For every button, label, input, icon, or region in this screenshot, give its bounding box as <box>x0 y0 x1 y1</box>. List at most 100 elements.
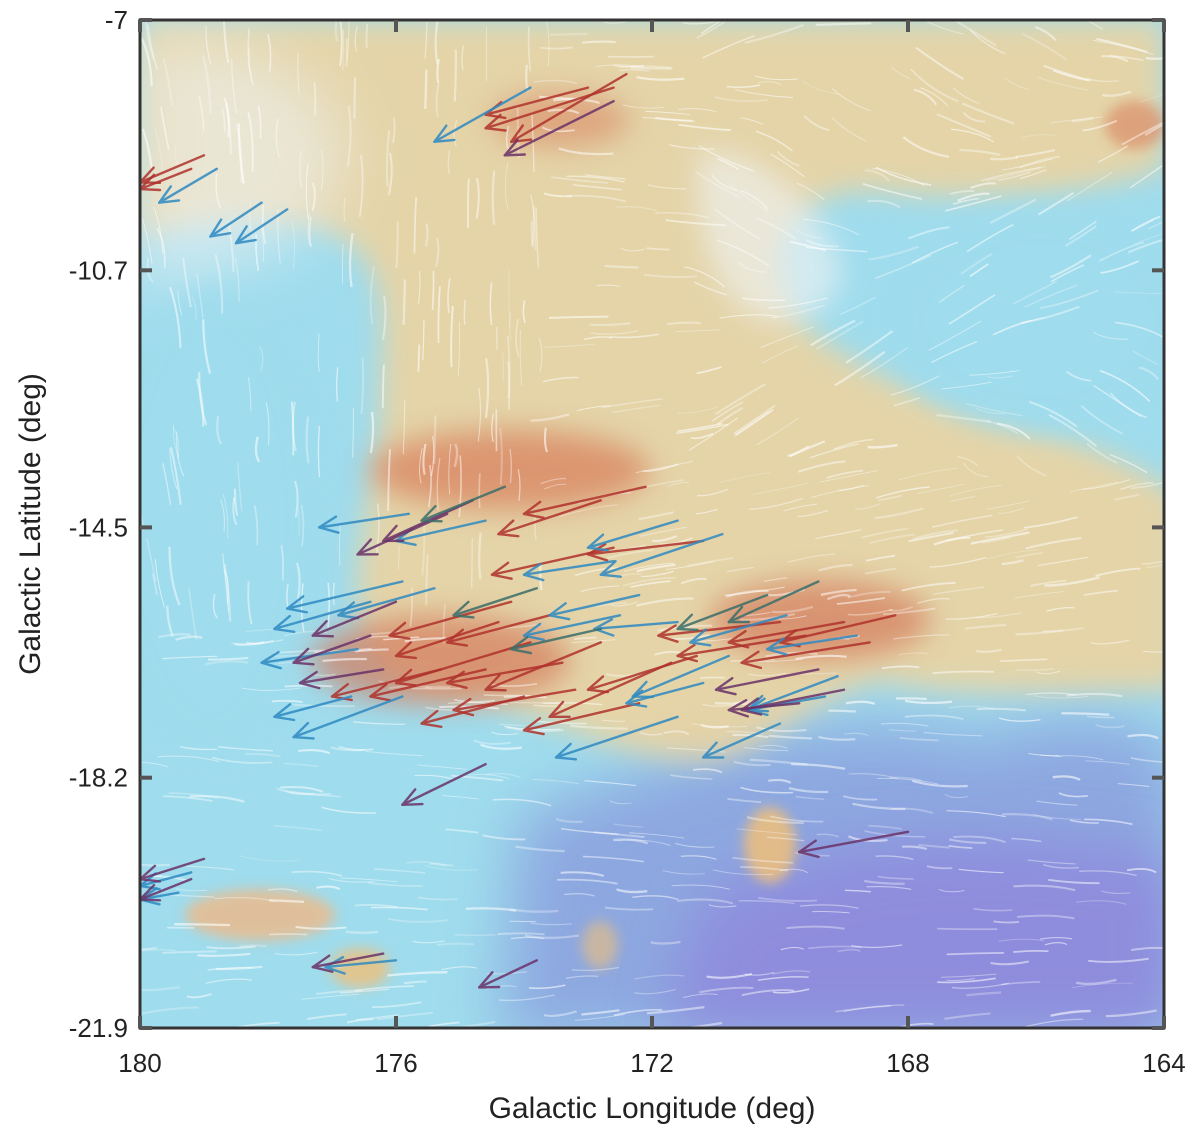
texture-streak <box>1101 890 1131 894</box>
x-tick-label: 176 <box>374 1048 417 1078</box>
texture-streak <box>422 443 427 475</box>
texture-streak <box>311 182 316 211</box>
texture-streak <box>787 553 836 563</box>
field-arrow <box>452 587 538 619</box>
texture-streak <box>533 79 578 85</box>
texture-streak <box>216 415 223 445</box>
field-arrow <box>586 654 698 694</box>
texture-streak <box>950 128 995 143</box>
texture-streak <box>699 676 726 679</box>
texture-streak <box>236 462 243 512</box>
texture-streak <box>470 538 473 589</box>
texture-streak <box>768 734 813 740</box>
texture-streak <box>953 835 1006 844</box>
texture-streak <box>798 460 846 473</box>
texture-streak <box>1001 981 1041 986</box>
texture-streak <box>515 318 520 357</box>
field-arrow <box>631 654 730 699</box>
texture-streak <box>339 523 341 566</box>
texture-streak <box>430 435 435 477</box>
texture-streak <box>543 192 572 198</box>
texture-streak <box>1093 39 1154 56</box>
field-arrow <box>369 668 487 702</box>
texture-streak <box>458 455 462 518</box>
texture-streak <box>548 315 609 319</box>
texture-streak <box>958 868 1004 874</box>
texture-streak <box>215 173 222 209</box>
map-low-violet-region <box>663 839 1164 1028</box>
texture-streak <box>744 747 789 752</box>
field-arrow <box>522 702 641 736</box>
texture-streak <box>565 975 599 979</box>
texture-streak <box>249 200 254 240</box>
texture-streak <box>748 497 804 510</box>
texture-streak <box>291 870 343 877</box>
texture-streak <box>898 467 958 481</box>
texture-streak <box>654 116 693 122</box>
texture-streak <box>883 607 936 616</box>
texture-streak <box>140 875 162 878</box>
texture-streak <box>202 319 212 374</box>
field-arrow <box>625 681 705 708</box>
texture-streak <box>740 866 789 872</box>
texture-streak <box>755 130 793 152</box>
texture-streak <box>1011 837 1042 843</box>
texture-streak <box>294 480 299 518</box>
texture-streak <box>708 904 737 908</box>
texture-streak <box>957 456 979 467</box>
texture-streak <box>276 787 332 796</box>
texture-streak <box>636 563 676 573</box>
texture-streak <box>728 184 768 212</box>
texture-streak <box>1145 57 1164 60</box>
texture-streak <box>648 184 687 190</box>
texture-streak <box>1025 1018 1084 1028</box>
texture-streak <box>758 896 817 902</box>
texture-streak <box>678 108 717 113</box>
texture-streak <box>172 427 180 459</box>
texture-streak <box>503 695 547 699</box>
field-arrow <box>798 830 910 858</box>
texture-streak <box>188 588 198 641</box>
texture-streak <box>427 464 432 508</box>
texture-streak <box>952 197 980 205</box>
texture-streak <box>202 55 212 114</box>
texture-streak <box>297 52 300 95</box>
texture-streak <box>698 145 755 172</box>
texture-streak <box>601 397 663 409</box>
texture-streak <box>796 182 825 201</box>
field-arrow <box>292 634 372 666</box>
map-orange-blob-4 <box>582 921 618 969</box>
texture-streak <box>367 881 423 887</box>
texture-streak <box>815 529 862 540</box>
texture-streak <box>937 977 996 984</box>
texture-streak <box>532 205 537 251</box>
texture-streak <box>372 1001 422 1008</box>
texture-streak <box>435 83 440 118</box>
texture-streak <box>447 277 451 314</box>
texture-streak <box>1037 192 1075 216</box>
texture-streak <box>865 554 896 562</box>
texture-streak <box>1109 54 1144 61</box>
texture-streak <box>610 601 638 607</box>
texture-streak <box>151 573 158 596</box>
texture-streak <box>690 432 714 440</box>
texture-streak <box>450 305 454 368</box>
texture-streak <box>417 764 467 770</box>
texture-streak <box>780 946 804 951</box>
field-arrow <box>497 499 602 538</box>
texture-streak <box>1126 867 1157 874</box>
texture-streak <box>1061 712 1110 716</box>
field-arrow <box>311 952 385 973</box>
texture-streak <box>1096 37 1148 54</box>
texture-streak <box>298 506 300 537</box>
texture-streak <box>962 102 1015 125</box>
axis-ticks <box>138 18 1166 1030</box>
texture-streak <box>645 110 691 116</box>
texture-streak <box>596 601 628 608</box>
texture-streak <box>677 898 734 905</box>
texture-streak <box>996 422 1031 440</box>
texture-streak <box>502 352 504 383</box>
texture-streak <box>395 221 399 269</box>
texture-streak <box>636 76 685 81</box>
texture-streak <box>253 505 259 546</box>
